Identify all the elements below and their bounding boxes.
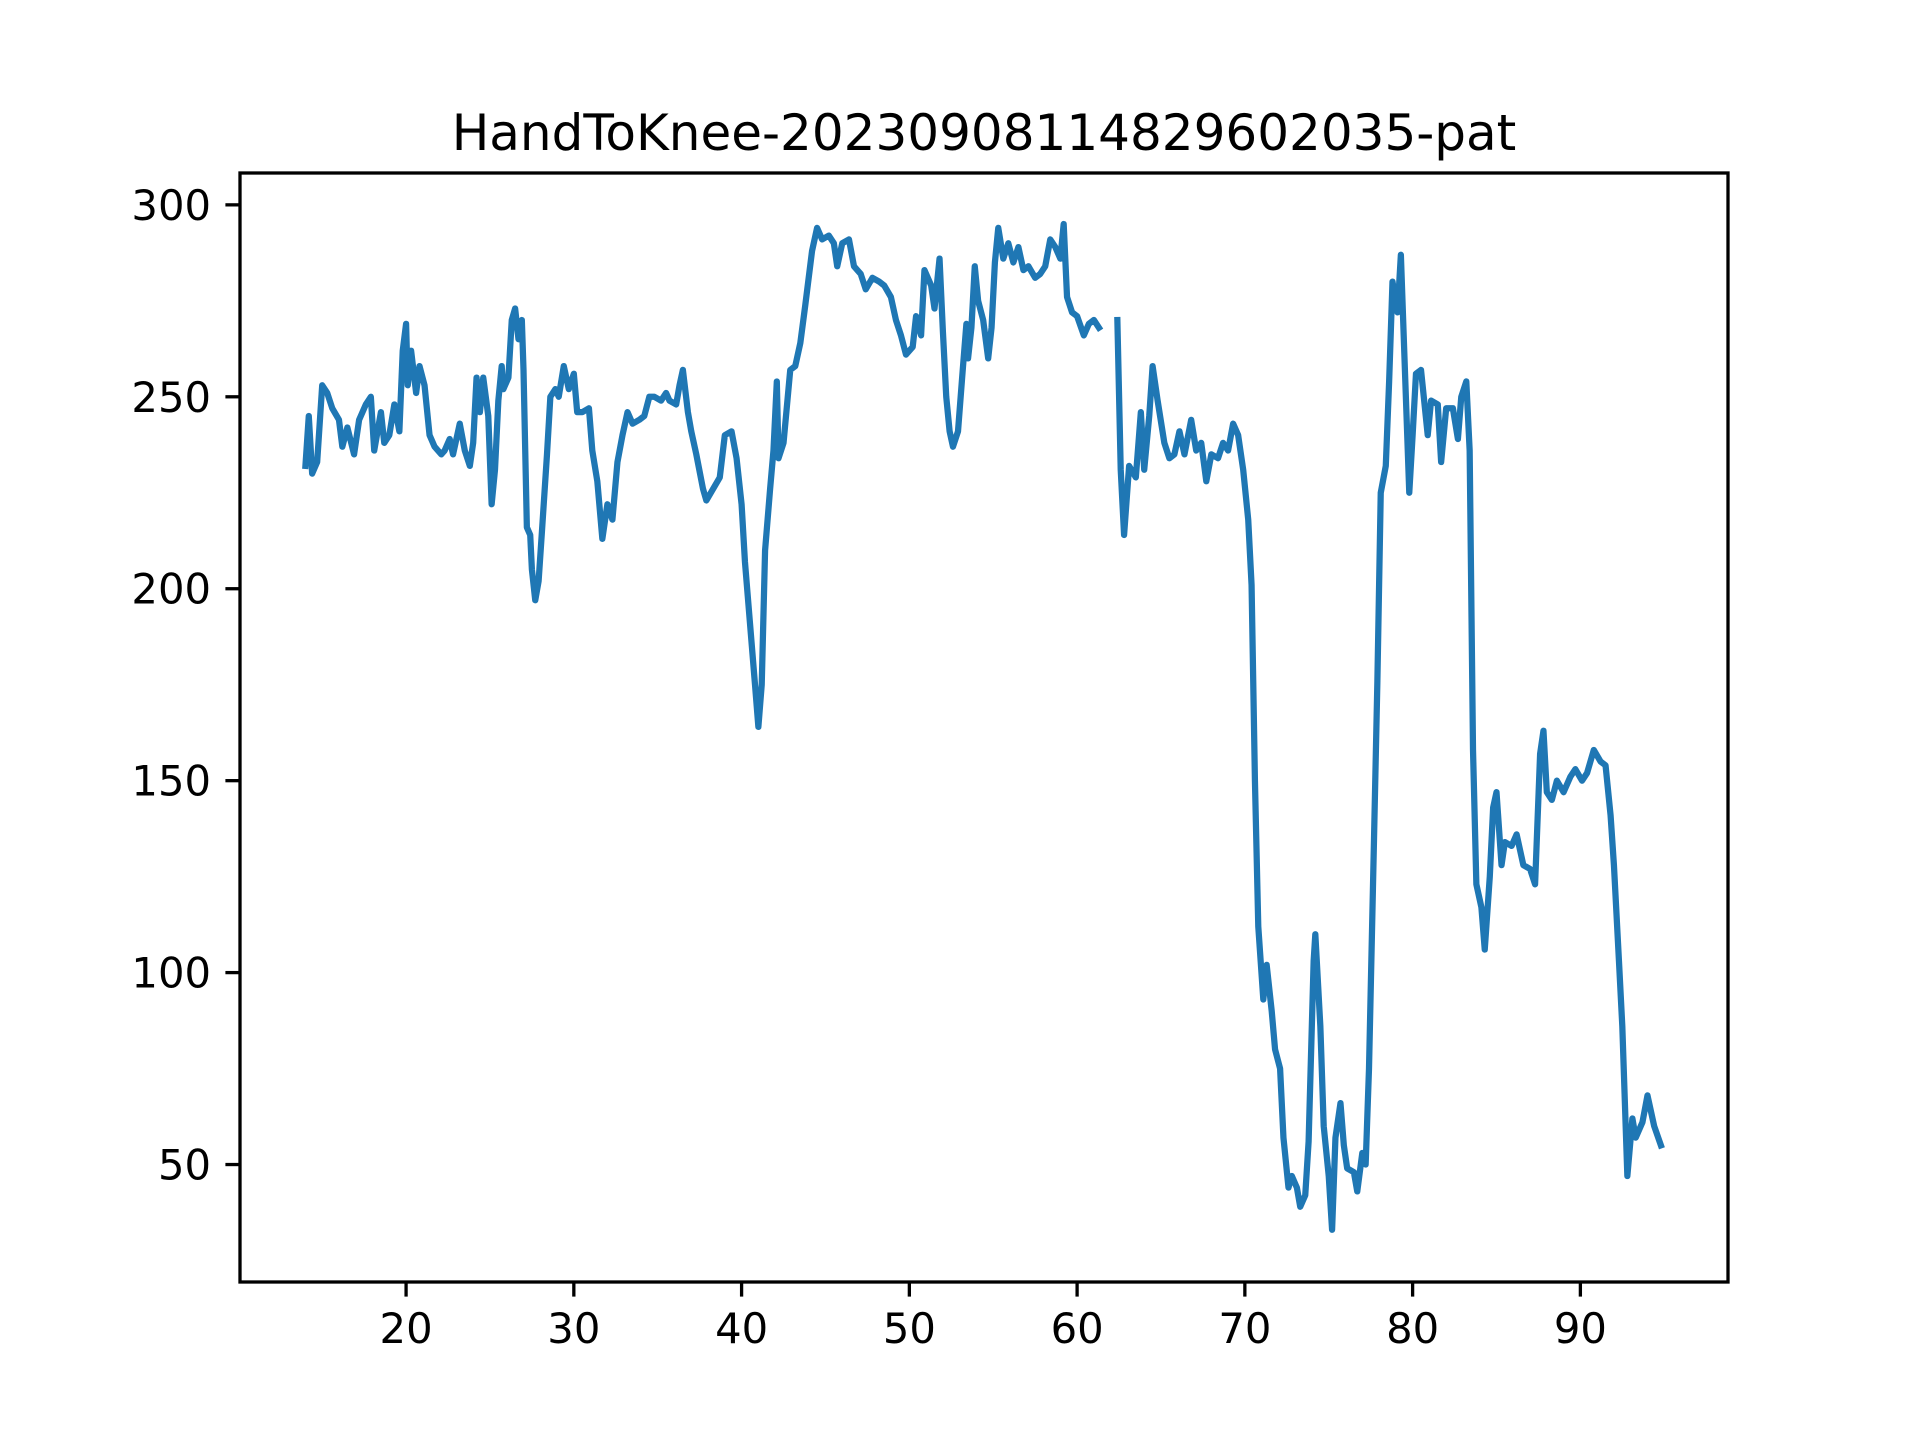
x-tick-label: 90 — [1554, 1304, 1607, 1353]
chart-title: HandToKnee-20230908114829602035-pat — [452, 104, 1517, 162]
x-tick-label: 50 — [883, 1304, 936, 1353]
x-tick-label: 30 — [547, 1304, 600, 1353]
y-tick-label: 200 — [131, 565, 211, 614]
x-tick-label: 20 — [380, 1304, 433, 1353]
data-line — [302, 220, 1665, 1233]
x-tick-label: 60 — [1051, 1304, 1104, 1353]
y-tick-label: 250 — [131, 373, 211, 422]
x-tick-label: 70 — [1218, 1304, 1271, 1353]
y-tick-label: 50 — [158, 1141, 211, 1190]
x-tick-label: 80 — [1386, 1304, 1439, 1353]
x-tick-label: 40 — [715, 1304, 768, 1353]
plot-frame — [238, 171, 1730, 1284]
y-tick-label: 150 — [131, 757, 211, 806]
y-tick-label: 300 — [131, 181, 211, 230]
y-tick-label: 100 — [131, 949, 211, 998]
